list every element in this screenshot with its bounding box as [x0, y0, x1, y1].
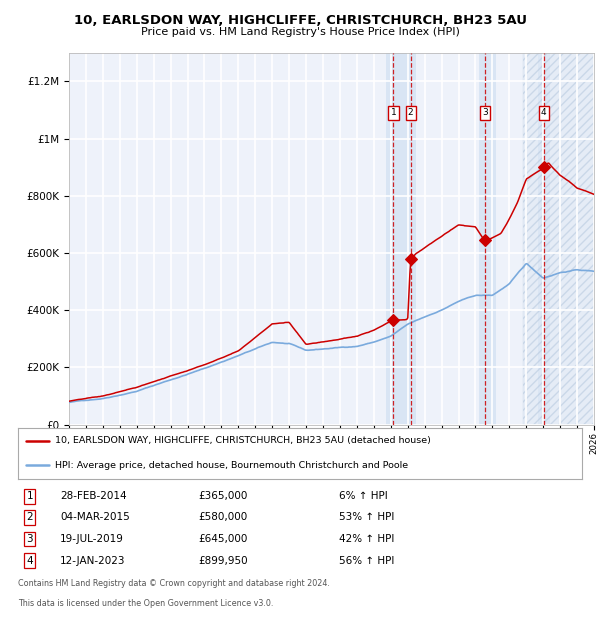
- Text: £580,000: £580,000: [199, 512, 248, 522]
- Bar: [538, 53, 550, 425]
- Text: 2: 2: [408, 108, 413, 117]
- Bar: [523, 53, 594, 425]
- Text: 2: 2: [26, 512, 33, 522]
- Bar: [479, 53, 496, 425]
- Text: This data is licensed under the Open Government Licence v3.0.: This data is licensed under the Open Gov…: [18, 599, 274, 608]
- Text: 19-JUL-2019: 19-JUL-2019: [60, 534, 124, 544]
- Text: £899,950: £899,950: [199, 556, 248, 565]
- Text: 10, EARLSDON WAY, HIGHCLIFFE, CHRISTCHURCH, BH23 5AU (detached house): 10, EARLSDON WAY, HIGHCLIFFE, CHRISTCHUR…: [55, 436, 431, 445]
- Text: Contains HM Land Registry data © Crown copyright and database right 2024.: Contains HM Land Registry data © Crown c…: [18, 579, 330, 588]
- Text: 4: 4: [26, 556, 33, 565]
- Point: [539, 162, 548, 172]
- Bar: [386, 53, 416, 425]
- Text: 12-JAN-2023: 12-JAN-2023: [60, 556, 126, 565]
- Text: 1: 1: [391, 108, 397, 117]
- Text: 53% ↑ HPI: 53% ↑ HPI: [340, 512, 395, 522]
- Point: [480, 235, 490, 245]
- Text: 6% ↑ HPI: 6% ↑ HPI: [340, 492, 388, 502]
- Text: 04-MAR-2015: 04-MAR-2015: [60, 512, 130, 522]
- Text: 3: 3: [26, 534, 33, 544]
- Text: 42% ↑ HPI: 42% ↑ HPI: [340, 534, 395, 544]
- Text: HPI: Average price, detached house, Bournemouth Christchurch and Poole: HPI: Average price, detached house, Bour…: [55, 461, 408, 469]
- Text: 56% ↑ HPI: 56% ↑ HPI: [340, 556, 395, 565]
- Point: [406, 254, 415, 264]
- Point: [389, 316, 398, 326]
- Text: 4: 4: [541, 108, 547, 117]
- Text: 28-FEB-2014: 28-FEB-2014: [60, 492, 127, 502]
- Text: 1: 1: [26, 492, 33, 502]
- Text: Price paid vs. HM Land Registry's House Price Index (HPI): Price paid vs. HM Land Registry's House …: [140, 27, 460, 37]
- Text: 10, EARLSDON WAY, HIGHCLIFFE, CHRISTCHURCH, BH23 5AU: 10, EARLSDON WAY, HIGHCLIFFE, CHRISTCHUR…: [74, 14, 527, 27]
- Text: £365,000: £365,000: [199, 492, 248, 502]
- Text: 3: 3: [482, 108, 488, 117]
- Text: £645,000: £645,000: [199, 534, 248, 544]
